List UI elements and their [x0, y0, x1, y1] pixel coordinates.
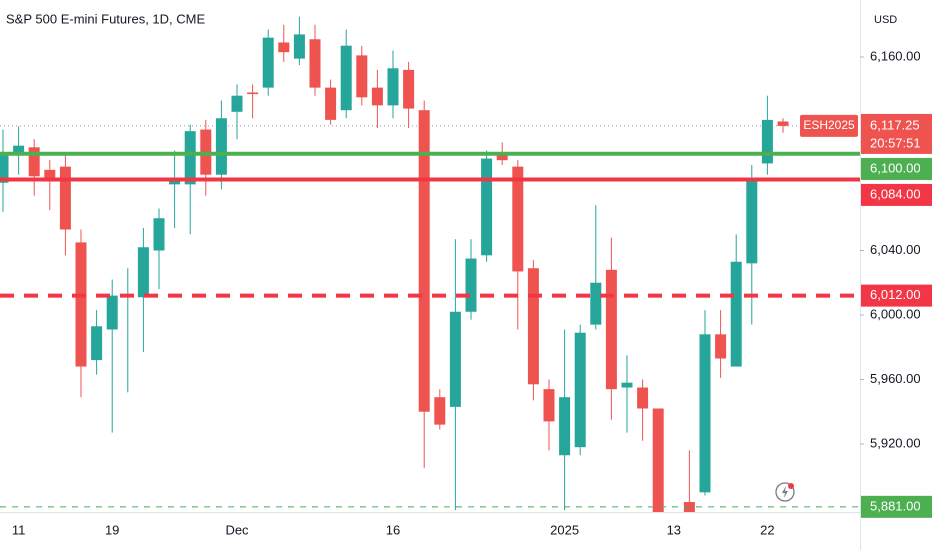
candle-body [418, 110, 430, 412]
candle-body [465, 258, 477, 312]
candle-body [730, 261, 742, 367]
y-tick-label: 5,960.00 [870, 371, 921, 386]
candle-body [356, 55, 368, 98]
candle-body [621, 382, 633, 388]
candle-body [169, 179, 181, 185]
candle-body [262, 37, 274, 88]
candle-body [777, 121, 789, 126]
currency: USD [874, 14, 897, 26]
candle-body [605, 269, 617, 390]
last-price-badge [861, 113, 932, 154]
alert-icon[interactable] [775, 482, 795, 502]
x-tick-label: 22 [760, 522, 774, 537]
candle-body [137, 247, 149, 298]
level-badge [861, 495, 932, 518]
x-tick-label: 11 [12, 522, 26, 537]
candle-body [0, 152, 9, 183]
level-badge [861, 183, 932, 206]
candle-body [28, 147, 40, 177]
candle-body [106, 295, 118, 330]
symbol-label: ESH2025 [803, 118, 855, 132]
chart-title: S&P 500 E-mini Futures, 1D, CME [6, 11, 205, 26]
candle-body [715, 334, 727, 359]
y-tick-label: 6,160.00 [870, 48, 921, 63]
x-tick-label: 2025 [550, 522, 579, 537]
candle-body [387, 68, 399, 106]
candle-body [761, 119, 773, 164]
y-tick-label: 6,040.00 [870, 242, 921, 257]
candle-body [75, 242, 87, 367]
candle-body [44, 169, 56, 178]
level-badge [861, 157, 932, 180]
level-label: 6,012.00 [870, 287, 921, 302]
x-tick-label: 19 [105, 522, 119, 537]
candle-body [637, 387, 649, 409]
candle-body [325, 87, 337, 120]
candle-body [496, 155, 508, 161]
candle-body [449, 311, 461, 407]
axes: 6,160.00 6,040.00 6,000.00 5,960.00 5,920.00… [12, 48, 921, 537]
y-tick-label: 5,920.00 [870, 435, 921, 450]
candle-body [59, 166, 71, 230]
level-label: 5,881.00 [870, 498, 921, 513]
candle-body [403, 69, 415, 109]
candle-body [231, 95, 243, 112]
candle-body [559, 397, 571, 456]
candle-body [247, 92, 259, 95]
x-tick-label: Dec [225, 522, 249, 537]
candle-body [590, 282, 602, 325]
candle-body [340, 45, 352, 111]
level-badge [861, 284, 932, 307]
level-label: 6,100.00 [870, 160, 921, 175]
x-tick-label: 13 [667, 522, 681, 537]
candle-body [481, 158, 493, 256]
x-tick-label: 16 [386, 522, 400, 537]
candle-body [699, 334, 711, 493]
countdown-label: 20:57:51 [870, 135, 921, 150]
candle-body [371, 87, 383, 106]
candle-body [527, 268, 539, 385]
level-label: 6,084.00 [870, 186, 921, 201]
candle-body [184, 131, 196, 185]
last-price-label: 6,117.25 [870, 117, 920, 132]
candle-body [91, 326, 103, 361]
candle-body [153, 218, 165, 251]
candle-body [309, 39, 321, 88]
candle-body [574, 332, 586, 448]
candle-body [543, 389, 555, 422]
candle-body [746, 177, 758, 264]
symbol-badge [800, 114, 858, 137]
candle-body [652, 408, 664, 512]
candle-body [215, 118, 227, 175]
plot-area [0, 16, 860, 512]
y-tick-label: 6,000.00 [870, 306, 921, 321]
candle-body [512, 166, 524, 272]
candle-body [278, 42, 290, 53]
candle-body [293, 34, 305, 59]
candle-body [434, 397, 446, 425]
candle-body [13, 145, 25, 153]
